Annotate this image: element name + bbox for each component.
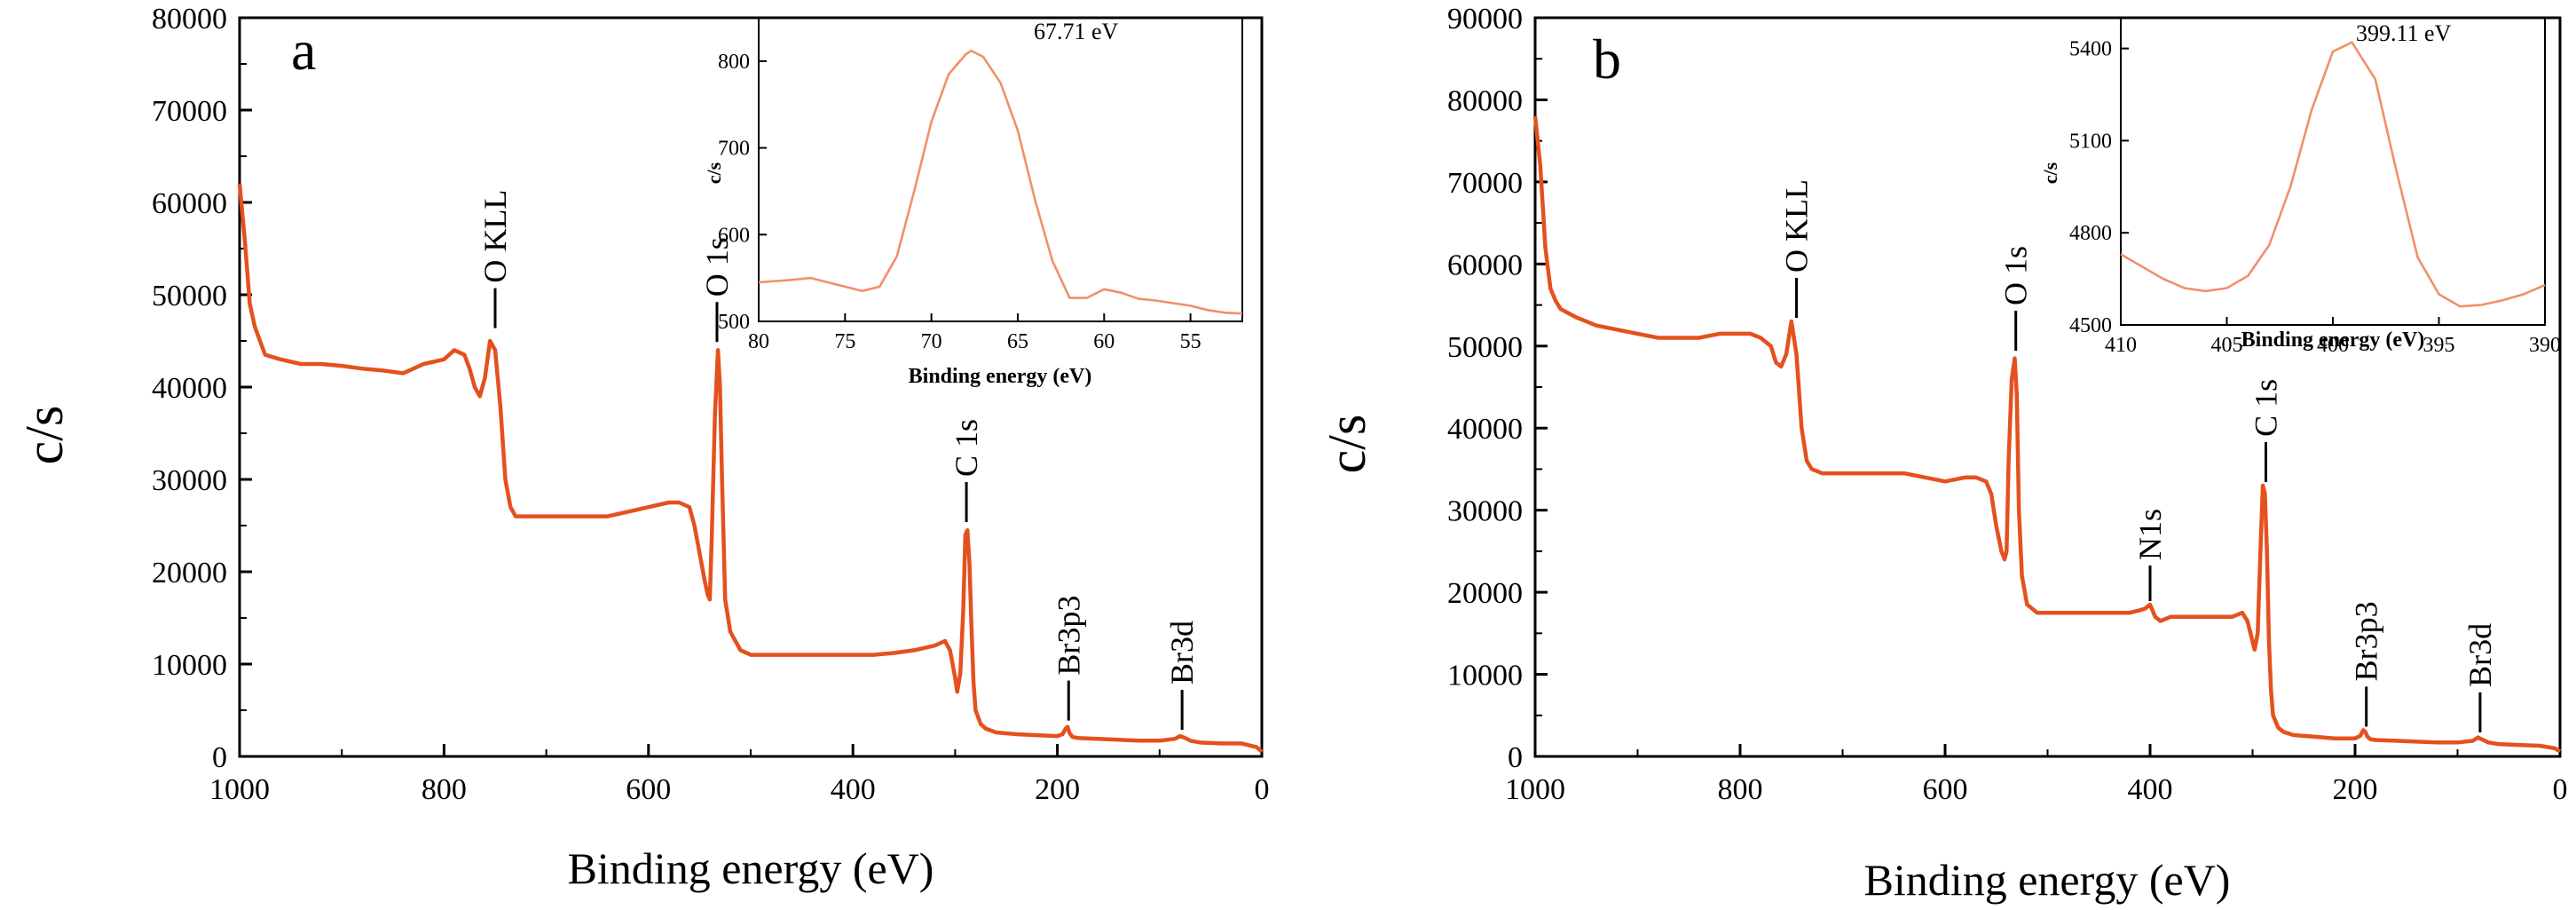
panel-a-x-tick-label: 200	[1035, 773, 1080, 806]
panel-a-y-tick-label: 60000	[152, 187, 227, 220]
panel-a-plot-frame	[238, 16, 1264, 758]
panel-b-axes: 1000 800 600 400 200 001000020000300004000050…	[1447, 3, 2568, 806]
panel-b-inset-x-label: Binding energy (eV)	[2241, 328, 2425, 352]
panel-b-x-axis-label: Binding energy (eV)	[1864, 855, 2231, 905]
panel-a-inset-axes: 80 75 70 65 60 55 500 600 700 800	[718, 51, 1201, 353]
panel-a-inset-y-tick-label: 500	[718, 311, 750, 334]
panel-a-y-tick-label: 80000	[152, 3, 227, 36]
panel-b-y-tick-label: 10000	[1447, 660, 1523, 692]
panel-a-annotations: O KLL O 1s C 1s Br3p3 Br3d	[477, 190, 1200, 730]
panel-b-plot-frame	[1533, 16, 2562, 758]
panel-a-peak-label: C 1s	[949, 419, 984, 477]
panel-a-x-axis-label: Binding energy (eV)	[568, 843, 934, 893]
panel-b-y-tick-label: 80000	[1447, 84, 1523, 117]
panel-a-spectrum-line	[237, 183, 1264, 754]
panel-b-inset-x-tick-label: 405	[2211, 334, 2243, 357]
panel-b-peak-label: C 1s	[2249, 379, 2284, 437]
panel-b-inset-peak-label: 399.11 eV	[2356, 20, 2452, 46]
panel-b-inset-x-tick-label: 410	[2105, 334, 2137, 357]
panel-a-x-tick-label: 1000	[209, 773, 270, 806]
panel-b-annotations: O KLL O 1s N1s C 1s Br3p3 Br3d	[1779, 179, 2498, 732]
panel-a-inset-peak-label: 67.71 eV	[1034, 19, 1119, 44]
panel-a-peak-label: O KLL	[477, 190, 513, 283]
panel-b-peak-label: O KLL	[1779, 179, 1815, 273]
panel-b-x-tick-label: 200	[2333, 773, 2378, 806]
panel-a-inset-y-tick-label: 700	[718, 138, 750, 161]
panel-a: 1000 800 600 400 200 001000020000300004000050…	[15, 3, 1270, 893]
panel-a-inset-x-label: Binding energy (eV)	[909, 365, 1092, 388]
panel-a-inset-y-tick-label: 800	[718, 51, 750, 74]
panel-b-inset-y-tick-label: 4500	[2069, 314, 2112, 337]
panel-b-inset-x-tick-label: 390	[2529, 334, 2561, 357]
panel-b-inset-axes: 410 405 400 395 390 4500 4800 5100 5400	[2069, 38, 2561, 357]
panel-a-inset-frame	[758, 17, 1243, 322]
panel-a-inset-x-tick-label: 70	[921, 330, 942, 353]
panel-b-inset-line	[2120, 41, 2546, 308]
panel-a-y-tick-label: 20000	[152, 557, 227, 590]
panel-a-inset-x-tick-label: 75	[834, 330, 855, 353]
panel-b-y-axis-label: c/s	[1318, 415, 1376, 474]
panel-b-inset-frame	[2120, 17, 2546, 326]
panel-b-inset-y-tick-label: 5100	[2069, 130, 2112, 153]
panel-b-y-tick-label: 60000	[1447, 249, 1523, 281]
panel-a-inset-x-tick-label: 80	[748, 330, 769, 353]
panel-b-spectrum-line	[1532, 115, 2562, 754]
panel-b-x-tick-label: 400	[2128, 773, 2173, 806]
panel-a-inset: 80 75 70 65 60 55 500 600 700 800 67.71 eV Bindin…	[703, 17, 1243, 388]
panel-b-inset-y-label: c/s	[2039, 162, 2061, 184]
panel-a-inset-y-label: c/s	[703, 162, 725, 184]
panel-a-y-tick-label: 10000	[152, 649, 227, 682]
panel-a-peak-label: Br3p3	[1051, 596, 1086, 676]
panel-a-x-tick-label: 600	[626, 773, 671, 806]
panel-b-inset-x-tick-label: 395	[2423, 334, 2455, 357]
panel-b-inset-y-tick-label: 4800	[2069, 222, 2112, 245]
panel-b-x-tick-label: 600	[1923, 773, 1968, 806]
panel-a-inset-y-tick-label: 600	[718, 224, 750, 247]
panel-b-peak-label: Br3d	[2462, 623, 2498, 687]
panel-b-inset-x-tick-label: 400	[2317, 334, 2349, 357]
panel-b-x-tick-label: 1000	[1505, 773, 1565, 806]
panel-a-y-tick-label: 0	[212, 741, 227, 774]
panel-b-inset-y-tick-label: 5400	[2069, 38, 2112, 61]
panel-a-peak-label: Br3d	[1164, 621, 1200, 684]
panel-a-inset-x-tick-label: 55	[1180, 330, 1201, 353]
panel-b-x-tick-label: 800	[1718, 773, 1763, 806]
panel-a-y-axis-label: c/s	[15, 406, 74, 465]
panel-b-y-tick-label: 50000	[1447, 331, 1523, 364]
panel-b-peak-label: Br3p3	[2349, 601, 2384, 681]
panel-b-y-tick-label: 30000	[1447, 495, 1523, 528]
panel-b-x-tick-label: 0	[2553, 773, 2568, 806]
panel-a-inset-x-tick-label: 60	[1093, 330, 1115, 353]
panel-a-inset-line	[758, 49, 1243, 315]
panel-b-peak-label: O 1s	[1998, 246, 2034, 305]
panel-a-y-tick-label: 30000	[152, 464, 227, 497]
panel-a-letter: a	[291, 19, 316, 82]
panel-b-y-tick-label: 0	[1508, 741, 1523, 774]
panel-b-y-tick-label: 40000	[1447, 413, 1523, 446]
panel-a-peak-label: O 1s	[699, 237, 735, 297]
panel-b-y-tick-label: 70000	[1447, 167, 1523, 200]
panel-a-y-tick-label: 70000	[152, 95, 227, 128]
panel-b-y-tick-label: 90000	[1447, 3, 1523, 36]
panel-a-y-tick-label: 50000	[152, 280, 227, 313]
panel-b-inset: 410 405 400 395 390 4500 4800 5100 5400 399.11 e…	[2039, 17, 2561, 357]
panel-a-inset-x-tick-label: 65	[1007, 330, 1028, 353]
panel-a-y-tick-label: 40000	[152, 372, 227, 405]
panel-a-x-tick-label: 800	[421, 773, 467, 806]
panel-a-x-tick-label: 0	[1255, 773, 1270, 806]
panel-a-axes: 1000 800 600 400 200 001000020000300004000050…	[152, 3, 1270, 806]
panel-b-peak-label: N1s	[2132, 509, 2168, 560]
panel-b-y-tick-label: 20000	[1447, 577, 1523, 610]
panel-b-letter: b	[1593, 28, 1621, 91]
panel-b: 1000 800 600 400 200 001000020000300004000050…	[1318, 3, 2568, 905]
panel-a-x-tick-label: 400	[831, 773, 876, 806]
